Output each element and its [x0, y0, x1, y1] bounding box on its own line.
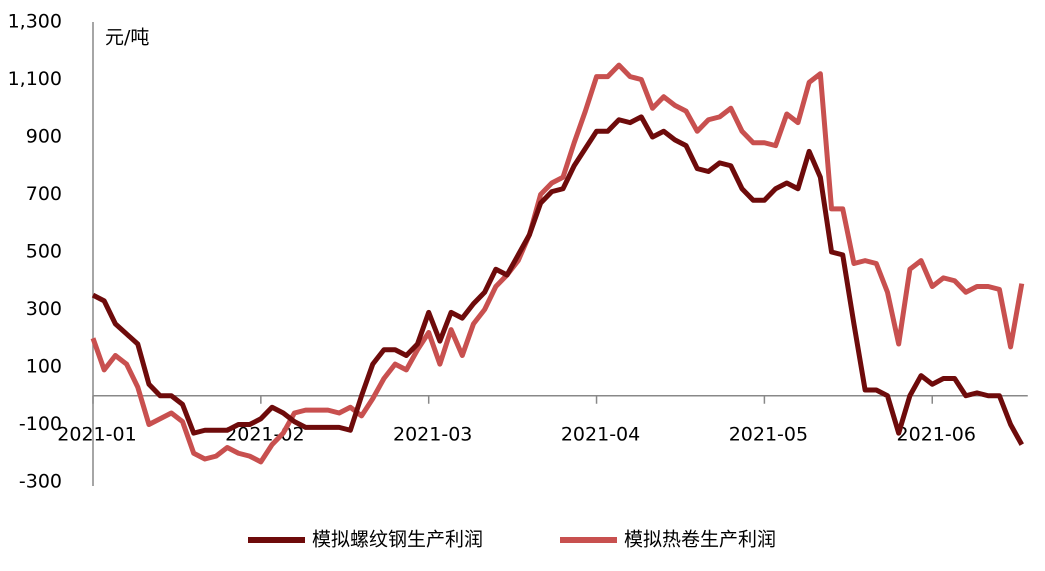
- x-tick-label: 2021-03: [393, 423, 472, 445]
- y-tick-label: 300: [26, 298, 62, 320]
- y-tick-label: 500: [26, 241, 62, 263]
- y-tick-label: 1,300: [8, 11, 62, 33]
- legend-label: 模拟热卷生产利润: [624, 529, 776, 551]
- series-line: [90, 62, 1025, 465]
- y-tick-label: -300: [19, 471, 62, 493]
- x-tick-label: 2021-05: [729, 423, 808, 445]
- y-tick-label: 1,100: [8, 68, 62, 90]
- y-tick-label: 100: [26, 356, 62, 378]
- legend-label: 模拟螺纹钢生产利润: [312, 529, 483, 551]
- x-tick-label: 2021-04: [561, 423, 640, 445]
- unit-label: 元/吨: [105, 27, 149, 49]
- y-tick-label: 900: [26, 126, 62, 148]
- x-tick-label: 2021-06: [897, 423, 976, 445]
- y-tick-label: 700: [26, 183, 62, 205]
- x-tick-label: 2021-01: [57, 423, 136, 445]
- y-tick-label: -100: [19, 413, 62, 435]
- series-line: [91, 114, 1024, 446]
